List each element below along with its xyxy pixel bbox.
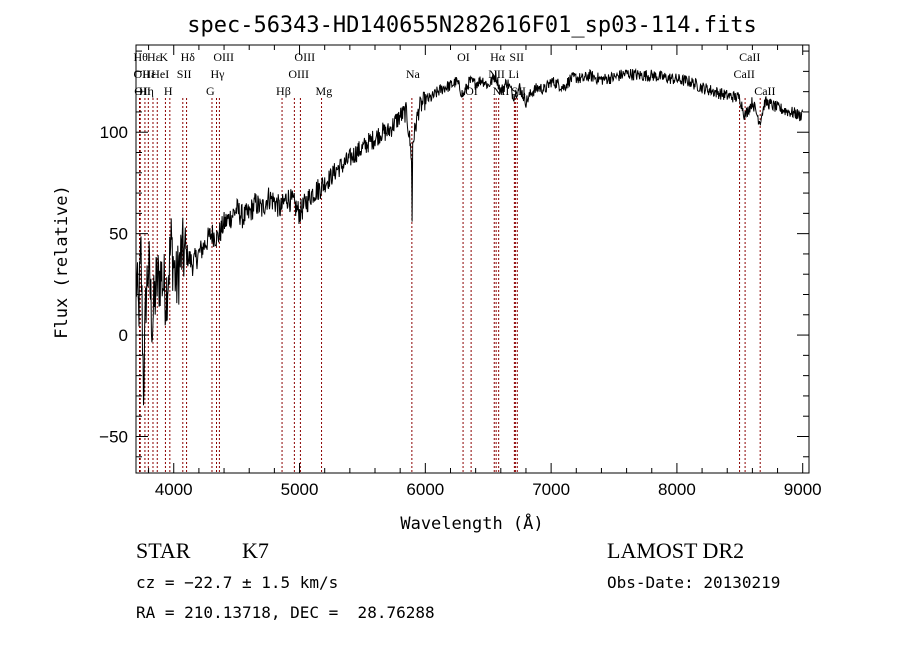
line-marker-label-7: K: [159, 50, 168, 64]
line-marker-label-1: OII: [134, 67, 151, 81]
line-marker-label-16: OIII: [294, 50, 315, 64]
line-marker-label-29: CaII: [754, 84, 775, 98]
y-tick-label-0: −50: [99, 427, 128, 446]
y-tick-label-1: 0: [119, 326, 128, 345]
line-marker-label-22: Hα: [490, 50, 506, 64]
line-marker-label-10: Hδ: [181, 50, 196, 64]
x-tick-label-5: 9000: [784, 480, 822, 499]
line-marker-label-0: Hθ: [134, 50, 149, 64]
line-marker-label-27: CaII: [734, 67, 755, 81]
y-axis-label: Flux (relative): [52, 185, 72, 339]
redshift-text: cz = −22.7 ± 1.5 km/s: [136, 573, 339, 592]
line-marker-label-6: HeI: [151, 67, 169, 81]
line-marker-label-18: Na: [406, 67, 421, 81]
line-marker-label-5: Hε: [147, 50, 161, 64]
x-tick-label-1: 5000: [281, 480, 319, 499]
spectrum-series: [135, 67, 804, 406]
emission-line-markers: HθOIIOIIHηHεHεHeIKHSIIHδGHγOIIIHβOIIIOII…: [134, 50, 776, 473]
line-marker-label-12: Hγ: [211, 67, 226, 81]
x-axis-label: Wavelength (Å): [400, 512, 543, 534]
line-marker-label-24: Li: [508, 67, 519, 81]
chart-title: spec-56343-HD140655N282616F01_sp03-114.f…: [187, 13, 757, 38]
line-marker-label-19: OI: [457, 50, 470, 64]
line-marker-label-4: Hε: [142, 67, 156, 81]
object-subclass: K7: [242, 538, 269, 563]
line-marker-label-14: Hβ: [276, 84, 291, 98]
object-class: STAR: [136, 538, 191, 563]
line-marker-label-15: OIII: [288, 67, 309, 81]
line-marker-label-2: OII: [134, 84, 151, 98]
line-marker-label-8: H: [164, 84, 173, 98]
line-marker-label-13: OIII: [213, 50, 234, 64]
axes: 4000 5000 6000 7000 8000 9000 −50 0 50 100: [99, 45, 822, 499]
line-marker-label-28: CaII: [739, 50, 760, 64]
line-marker-label-11: G: [206, 84, 215, 98]
coordinates-text: RA = 210.13718, DEC = 28.76288: [136, 603, 435, 622]
line-marker-label-9: SII: [177, 67, 192, 81]
line-marker-label-25: SII: [509, 50, 524, 64]
line-marker-label-17: Mg: [316, 84, 333, 98]
x-tick-label-3: 7000: [532, 480, 570, 499]
x-tick-label-4: 8000: [658, 480, 696, 499]
spectrum-line: [135, 67, 804, 406]
x-tick-label-0: 4000: [155, 480, 193, 499]
y-tick-label-3: 100: [100, 123, 128, 142]
observation-date: Obs-Date: 20130219: [607, 573, 781, 592]
y-tick-label-2: 50: [109, 225, 128, 244]
line-marker-label-3: Hη: [139, 84, 154, 98]
x-tick-label-2: 6000: [406, 480, 444, 499]
plot-frame: [135, 44, 810, 474]
survey-name: LAMOST DR2: [607, 538, 745, 563]
